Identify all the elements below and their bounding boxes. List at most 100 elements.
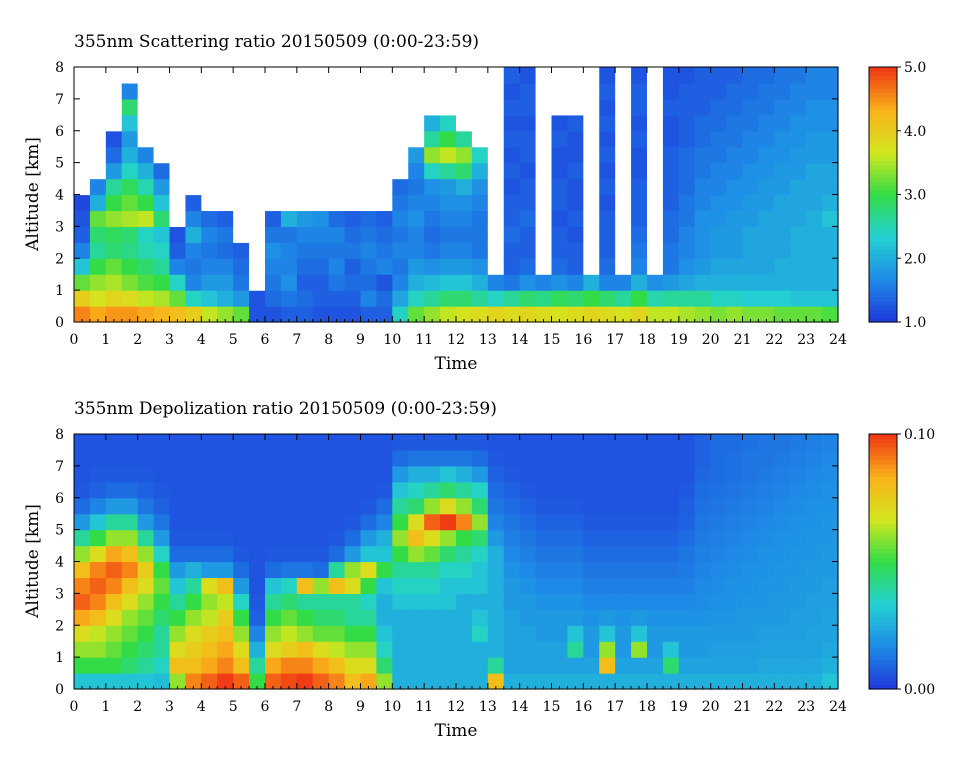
heatmap-cell bbox=[153, 98, 171, 116]
colorbar-swatch bbox=[869, 655, 897, 660]
heatmap-cell bbox=[471, 577, 489, 594]
heatmap-cell bbox=[392, 82, 409, 100]
colorbar-swatch bbox=[869, 126, 897, 132]
heatmap-cell bbox=[790, 577, 807, 594]
heatmap-cell bbox=[121, 114, 139, 132]
heatmap-cell bbox=[631, 625, 648, 642]
heatmap-cell bbox=[265, 114, 282, 132]
heatmap-cell bbox=[153, 434, 171, 451]
heatmap-cell bbox=[583, 481, 600, 499]
heatmap-cell bbox=[615, 82, 632, 100]
heatmap-cell bbox=[296, 210, 314, 227]
heatmap-cell bbox=[615, 673, 632, 690]
heatmap-cell bbox=[615, 434, 632, 451]
heatmap-cell bbox=[408, 274, 425, 291]
heatmap-cell bbox=[265, 82, 282, 100]
heatmap-cell bbox=[344, 306, 362, 323]
heatmap-cell bbox=[74, 513, 91, 531]
heatmap-cell bbox=[599, 434, 616, 451]
heatmap-cell bbox=[822, 82, 839, 100]
colorbar-swatch bbox=[869, 459, 897, 465]
heatmap-cell bbox=[822, 194, 839, 212]
heatmap-cell bbox=[408, 178, 425, 196]
heatmap-cell bbox=[487, 178, 505, 196]
heatmap-cell bbox=[137, 657, 155, 674]
colorbar-swatch bbox=[869, 565, 897, 571]
heatmap-cell bbox=[392, 67, 409, 84]
heatmap-cell bbox=[74, 226, 91, 243]
colorbar-swatch bbox=[869, 599, 897, 605]
heatmap-cell bbox=[567, 98, 584, 116]
heatmap-cell bbox=[535, 210, 553, 227]
heatmap-cell bbox=[328, 529, 346, 547]
heatmap-cell bbox=[774, 465, 791, 483]
heatmap-cell bbox=[233, 465, 250, 483]
heatmap-cell bbox=[790, 625, 807, 642]
heatmap-cell bbox=[296, 577, 314, 594]
heatmap-cell bbox=[647, 561, 664, 579]
heatmap-cell bbox=[169, 306, 187, 323]
heatmap-cell bbox=[726, 306, 744, 323]
heatmap-cell bbox=[360, 545, 378, 563]
heatmap-cell bbox=[137, 529, 155, 547]
heatmap-cell bbox=[599, 162, 616, 180]
heatmap-cell bbox=[280, 641, 298, 658]
x-tick-label: 12 bbox=[447, 332, 465, 348]
heatmap-cell bbox=[678, 130, 696, 148]
heatmap-cell bbox=[519, 258, 537, 275]
heatmap-cell bbox=[440, 82, 457, 100]
heatmap-cell bbox=[758, 178, 775, 196]
heatmap-cell bbox=[567, 481, 584, 499]
heatmap-cell bbox=[185, 609, 202, 626]
heatmap-cell bbox=[376, 178, 393, 196]
heatmap-cell bbox=[74, 114, 91, 132]
heatmap-cell bbox=[519, 625, 537, 642]
colorbar-swatch bbox=[869, 582, 897, 588]
colorbar: 1.02.03.04.05.0 bbox=[868, 60, 926, 331]
heatmap-cell bbox=[344, 114, 362, 132]
heatmap-cell bbox=[153, 481, 171, 499]
y-tick-label: 1 bbox=[55, 283, 64, 299]
heatmap-cell bbox=[105, 114, 123, 132]
heatmap-cell bbox=[153, 529, 171, 547]
colorbar-swatch bbox=[869, 527, 897, 533]
heatmap-cell bbox=[201, 242, 218, 259]
heatmap-cell bbox=[631, 513, 648, 531]
heatmap-cell bbox=[503, 67, 521, 84]
heatmap-cell bbox=[376, 545, 393, 563]
heatmap-cell bbox=[185, 274, 202, 291]
heatmap-cell bbox=[392, 465, 409, 483]
heatmap-cell bbox=[408, 98, 425, 116]
heatmap-cell bbox=[615, 98, 632, 116]
heatmap-cell bbox=[217, 577, 234, 594]
heatmap-cell bbox=[487, 545, 505, 563]
heatmap-cell bbox=[678, 82, 696, 100]
heatmap-cell bbox=[726, 673, 744, 690]
heatmap-cell bbox=[551, 242, 569, 259]
heatmap-cell bbox=[631, 226, 648, 243]
heatmap-cell bbox=[169, 497, 187, 515]
heatmap-cell bbox=[503, 657, 521, 674]
heatmap-cell bbox=[296, 561, 314, 579]
x-tick-label: 16 bbox=[574, 699, 592, 715]
heatmap-cell bbox=[551, 641, 569, 658]
colorbar-swatch bbox=[869, 215, 897, 221]
heatmap-cell bbox=[806, 481, 823, 499]
heatmap-cell bbox=[74, 577, 91, 594]
heatmap-cell bbox=[249, 98, 266, 116]
heatmap-cell bbox=[89, 162, 107, 180]
heatmap-cell bbox=[726, 242, 744, 259]
heatmap-cell bbox=[503, 226, 521, 243]
heatmap-cell bbox=[822, 98, 839, 116]
heatmap-cell bbox=[822, 210, 839, 227]
heatmap-cell bbox=[647, 82, 664, 100]
heatmap-cell bbox=[519, 593, 537, 610]
heatmap-cell bbox=[360, 577, 378, 594]
heatmap-cell bbox=[201, 434, 218, 451]
heatmap-cell bbox=[456, 162, 473, 180]
heatmap-cell bbox=[774, 210, 791, 227]
heatmap-cell bbox=[265, 162, 282, 180]
heatmap-cell bbox=[790, 561, 807, 579]
heatmap-cell bbox=[249, 114, 266, 132]
heatmap-cell bbox=[758, 67, 775, 84]
